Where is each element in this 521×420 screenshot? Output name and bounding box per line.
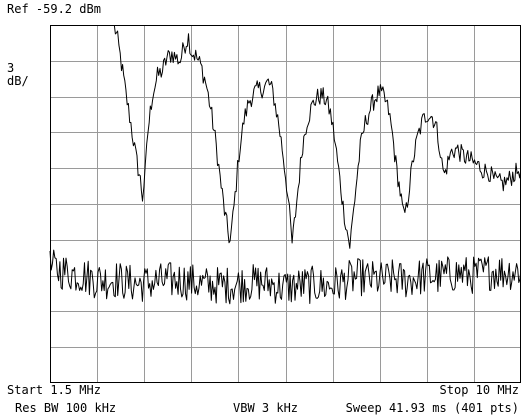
sweep-time-label: Sweep 41.93 ms (401 pts) bbox=[345, 401, 519, 415]
plot-traces bbox=[49, 24, 521, 305]
start-frequency-label: Start 1.5 MHz bbox=[7, 383, 101, 397]
scale-unit-label: dB/ bbox=[7, 74, 29, 88]
video-bandwidth-label: VBW 3 kHz bbox=[233, 401, 299, 415]
noise-floor-trace bbox=[49, 249, 521, 305]
scale-value-label: 3 bbox=[7, 61, 15, 75]
signal-trace bbox=[113, 24, 521, 249]
ref-level-label: Ref -59.2 dBm bbox=[7, 2, 101, 16]
resolution-bandwidth-label: Res BW 100 kHz bbox=[15, 401, 117, 415]
plot-grid bbox=[50, 25, 521, 383]
stop-frequency-label: Stop 10 MHz bbox=[439, 383, 519, 397]
